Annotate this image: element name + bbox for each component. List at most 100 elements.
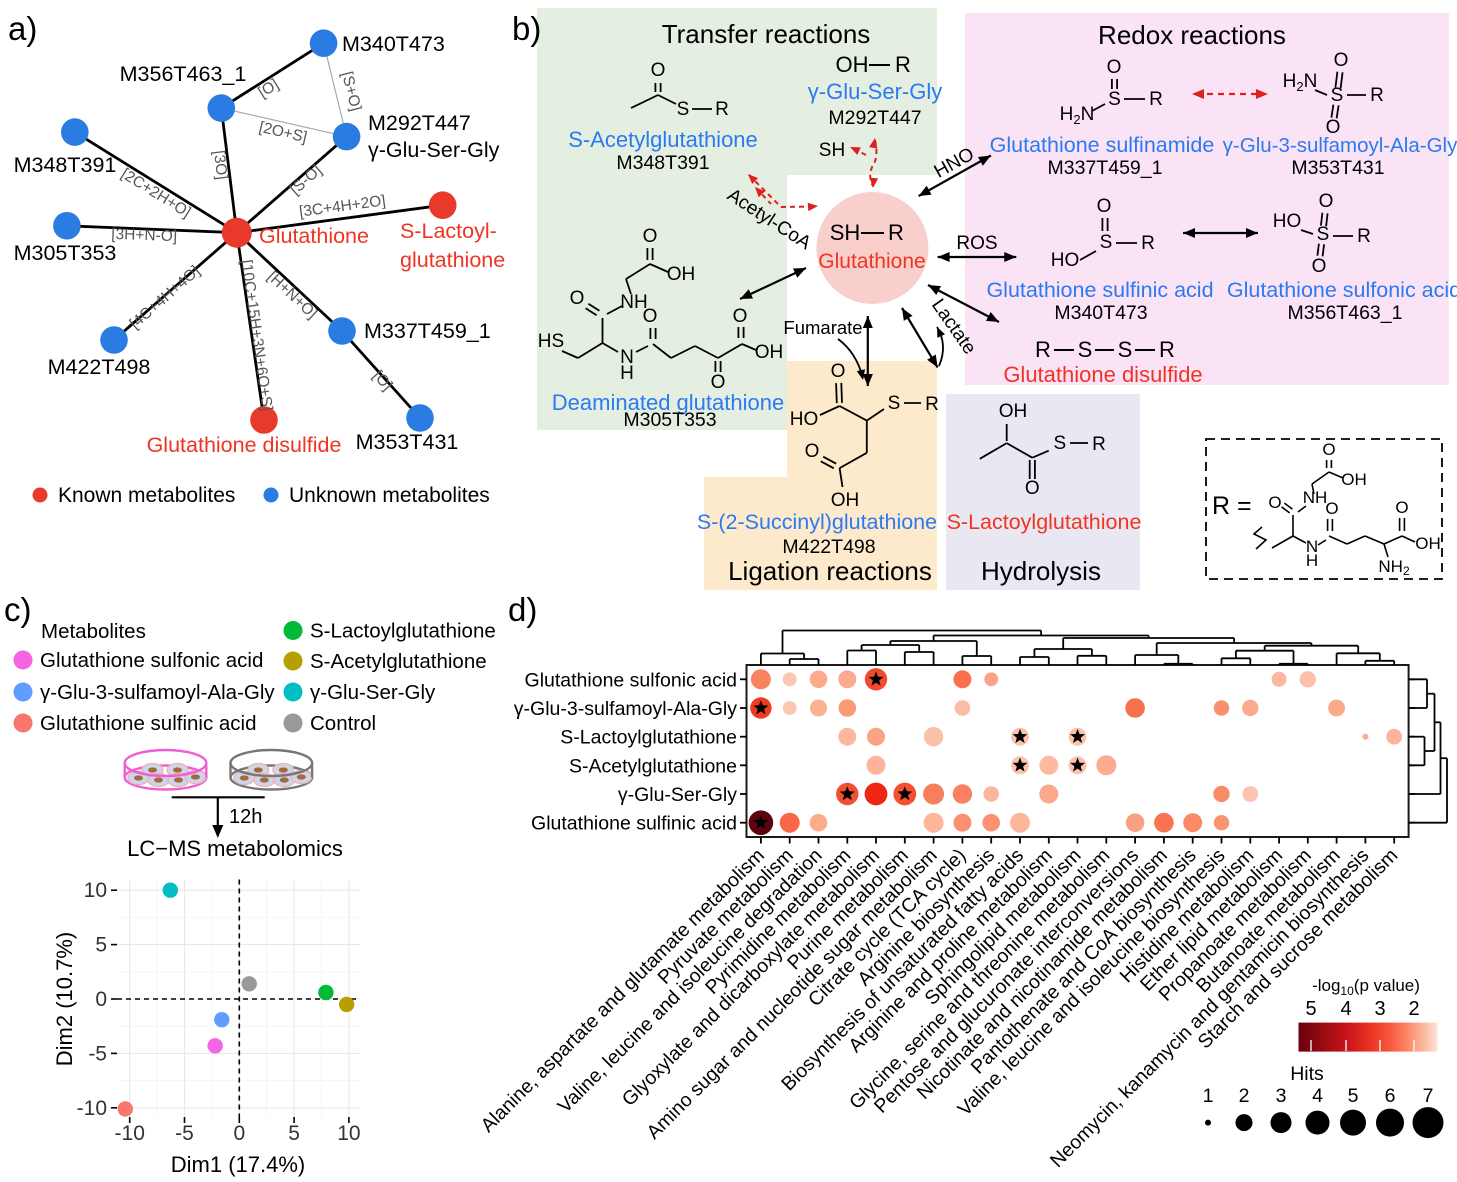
svg-text:R: R xyxy=(895,52,911,77)
svg-text:OH: OH xyxy=(831,490,860,511)
svg-text:[3O]: [3O] xyxy=(210,149,230,180)
svg-text:M292T447: M292T447 xyxy=(828,107,921,129)
svg-text:Glutathione disulfide: Glutathione disulfide xyxy=(1003,362,1202,387)
svg-text:NH2: NH2 xyxy=(1378,557,1410,578)
svg-text:R: R xyxy=(1035,337,1051,362)
svg-text:O: O xyxy=(1322,440,1335,459)
svg-text:H: H xyxy=(1306,551,1318,570)
svg-text:γ-Glu-Ser-Gly: γ-Glu-Ser-Gly xyxy=(368,138,500,162)
svg-text:M305T353: M305T353 xyxy=(623,409,716,431)
svg-text:H2N: H2N xyxy=(1060,104,1095,127)
svg-text:S-Lactoyl-: S-Lactoyl- xyxy=(400,219,497,243)
svg-text:S: S xyxy=(1118,337,1133,362)
svg-text:O: O xyxy=(805,441,820,462)
svg-text:O: O xyxy=(1312,256,1327,277)
svg-text:γ-Glu-3-sulfamoyl-Ala-Gly: γ-Glu-3-sulfamoyl-Ala-Gly xyxy=(40,681,275,704)
svg-text:M353T431: M353T431 xyxy=(356,430,459,454)
svg-text:Glutathione sulfinamide: Glutathione sulfinamide xyxy=(990,133,1215,157)
svg-text:R: R xyxy=(1092,434,1106,455)
svg-text:0: 0 xyxy=(233,1122,245,1145)
svg-text:M305T353: M305T353 xyxy=(14,241,117,265)
svg-text:-5: -5 xyxy=(88,1042,107,1065)
svg-text:S: S xyxy=(1317,224,1330,245)
svg-text:H: H xyxy=(620,363,634,384)
svg-text:γ-Glu-Ser-Gly: γ-Glu-Ser-Gly xyxy=(808,79,942,104)
svg-text:O: O xyxy=(1334,50,1349,71)
svg-text:Glutathione sulfinic acid: Glutathione sulfinic acid xyxy=(40,712,257,735)
svg-text:LC−MS metabolomics: LC−MS metabolomics xyxy=(127,836,343,861)
svg-text:[O]: [O] xyxy=(369,367,395,394)
svg-text:S: S xyxy=(1108,89,1121,110)
svg-text:R: R xyxy=(888,220,904,245)
svg-text:OH: OH xyxy=(667,264,696,285)
svg-text:M422T498: M422T498 xyxy=(782,536,875,558)
svg-text:γ-Glu-Ser-Gly: γ-Glu-Ser-Gly xyxy=(310,681,436,704)
svg-text:M340T473: M340T473 xyxy=(342,32,445,56)
svg-text:M348T391: M348T391 xyxy=(14,153,117,177)
svg-text:OH: OH xyxy=(755,342,784,363)
svg-text:Known metabolites: Known metabolites xyxy=(58,484,235,507)
svg-text:OH: OH xyxy=(1415,534,1441,553)
svg-text:ROS: ROS xyxy=(956,233,997,254)
svg-text:M348T391: M348T391 xyxy=(616,152,709,174)
svg-text:O: O xyxy=(1097,196,1112,217)
svg-text:HO: HO xyxy=(790,409,819,430)
svg-text:O: O xyxy=(733,306,748,327)
svg-text:γ-Glu-3-sulfamoyl-Ala-Gly: γ-Glu-3-sulfamoyl-Ala-Gly xyxy=(514,698,737,720)
svg-text:M337T459_1: M337T459_1 xyxy=(1048,157,1163,179)
svg-text:[O]: [O] xyxy=(255,76,282,101)
svg-text:10: 10 xyxy=(84,879,107,902)
svg-text:[S-O]: [S-O] xyxy=(287,162,325,199)
svg-text:OH: OH xyxy=(836,52,869,77)
svg-text:S-Lactoylglutathione: S-Lactoylglutathione xyxy=(947,510,1142,534)
svg-text:[H+N+O]: [H+N+O] xyxy=(264,268,320,322)
svg-text:[2C+2H+O]: [2C+2H+O] xyxy=(118,165,194,221)
svg-text:c): c) xyxy=(4,591,32,628)
svg-text:S: S xyxy=(888,393,901,414)
svg-text:S-Acetylglutathione: S-Acetylglutathione xyxy=(569,755,737,777)
svg-text:R: R xyxy=(1141,233,1155,254)
svg-text:R: R xyxy=(1357,226,1371,247)
svg-text:S-Lactoylglutathione: S-Lactoylglutathione xyxy=(310,620,496,643)
svg-text:5: 5 xyxy=(1305,998,1316,1020)
svg-text:Glutathione: Glutathione xyxy=(259,224,369,248)
svg-text:OH: OH xyxy=(1341,470,1367,489)
svg-text:3: 3 xyxy=(1276,1085,1287,1107)
svg-text:Glutathione sulfonic acid: Glutathione sulfonic acid xyxy=(1227,278,1457,302)
svg-text:O: O xyxy=(570,288,585,309)
svg-text:S-Lactoylglutathione: S-Lactoylglutathione xyxy=(560,727,737,749)
svg-text:4: 4 xyxy=(1340,998,1351,1020)
svg-text:M422T498: M422T498 xyxy=(48,355,151,379)
svg-text:[3C+4H+2O]: [3C+4H+2O] xyxy=(298,192,387,220)
svg-text:R: R xyxy=(715,99,729,120)
svg-text:2: 2 xyxy=(1408,998,1419,1020)
svg-text:[2O+S]: [2O+S] xyxy=(257,119,308,147)
svg-text:Control: Control xyxy=(310,712,376,735)
svg-text:Glutathione sulfinic acid: Glutathione sulfinic acid xyxy=(531,813,737,835)
svg-text:Glutathione: Glutathione xyxy=(818,250,925,273)
svg-text:d): d) xyxy=(508,591,537,628)
svg-text:S-Acetylglutathione: S-Acetylglutathione xyxy=(310,650,487,673)
svg-text:0: 0 xyxy=(95,988,107,1011)
svg-text:Ligation reactions: Ligation reactions xyxy=(728,556,932,586)
svg-text:NH: NH xyxy=(1303,488,1328,507)
svg-text:-10: -10 xyxy=(115,1122,145,1145)
svg-text:5: 5 xyxy=(1348,1085,1359,1107)
svg-text:O: O xyxy=(711,372,726,393)
svg-text:3: 3 xyxy=(1374,998,1385,1020)
svg-text:M356T463_1: M356T463_1 xyxy=(120,62,247,86)
svg-text:[4C+4H+4O]: [4C+4H+4O] xyxy=(127,263,204,333)
svg-text:S: S xyxy=(677,99,690,120)
svg-text:M337T459_1: M337T459_1 xyxy=(364,319,491,343)
svg-text:7: 7 xyxy=(1423,1085,1434,1107)
svg-text:O: O xyxy=(643,226,658,247)
svg-text:O: O xyxy=(1319,191,1334,212)
svg-text:M353T431: M353T431 xyxy=(1291,157,1384,179)
svg-text:OH: OH xyxy=(999,401,1028,422)
svg-text:5: 5 xyxy=(95,934,107,957)
svg-text:O: O xyxy=(1325,499,1338,518)
svg-text:Dim2 (10.7%): Dim2 (10.7%) xyxy=(52,932,77,1066)
svg-text:4: 4 xyxy=(1312,1085,1323,1107)
svg-text:M356T463_1: M356T463_1 xyxy=(1288,302,1403,324)
svg-text:Dim1 (17.4%): Dim1 (17.4%) xyxy=(171,1152,305,1177)
